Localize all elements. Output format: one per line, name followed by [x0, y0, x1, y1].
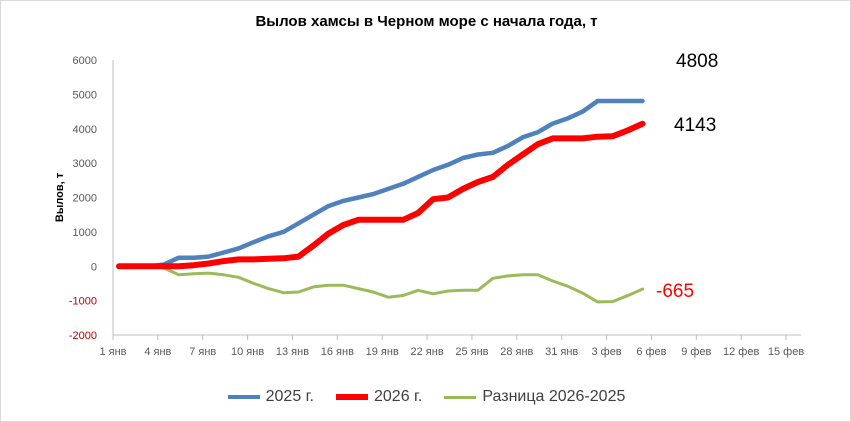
x-tick-label: 7 янв — [189, 346, 216, 358]
y-tick-label: -2000 — [69, 330, 97, 342]
series-line-0 — [116, 98, 645, 269]
x-tick-label: 3 фев — [591, 346, 621, 358]
legend: 2025 г. 2026 г. Разница 2026-2025 — [1, 388, 850, 406]
legend-label-2025: 2025 г. — [265, 388, 314, 405]
x-tick-label: 22 янв — [411, 346, 444, 358]
x-tick-label: 19 янв — [366, 346, 399, 358]
chart-title: Вылов хамсы в Черном море с начала года,… — [255, 13, 598, 30]
legend-swatch-difference — [444, 395, 477, 399]
y-tick-label: 3000 — [73, 158, 97, 170]
x-tick-label: 9 фев — [681, 346, 711, 358]
x-tick-label: 13 янв — [276, 346, 309, 358]
x-tick-label: 31 янв — [545, 346, 578, 358]
x-tick-label: 10 янв — [231, 346, 264, 358]
x-tick-label: 4 янв — [144, 346, 171, 358]
y-tick-label: 6000 — [73, 55, 97, 67]
x-tick-label: 25 янв — [455, 346, 488, 358]
y-tick-label: 2000 — [73, 193, 97, 205]
y-tick-label: 1000 — [73, 227, 97, 239]
x-tick-label: 1 янв — [99, 346, 126, 358]
x-tick-label: 6 фев — [636, 346, 666, 358]
y-tick-label: 0 — [91, 261, 97, 273]
end-value-label: -665 — [656, 281, 694, 302]
series-line-2 — [117, 264, 644, 304]
legend-item-difference: Разница 2026-2025 — [444, 388, 625, 406]
legend-item-2026: 2026 г. — [336, 388, 422, 406]
y-tick-label: -1000 — [69, 296, 97, 308]
y-axis-label: Вылов, т — [54, 172, 66, 222]
x-tick-label: 12 фев — [723, 346, 759, 358]
legend-swatch-2025 — [227, 394, 260, 400]
x-tick-label: 15 фев — [768, 346, 804, 358]
legend-swatch-2026 — [336, 394, 368, 400]
y-tick-label: 4000 — [73, 124, 97, 136]
legend-label-2026: 2026 г. — [374, 388, 423, 405]
y-tick-label: 5000 — [73, 89, 97, 101]
x-tick-label: 28 янв — [500, 346, 533, 358]
legend-item-2025: 2025 г. — [227, 388, 314, 406]
x-tick-label: 16 янв — [321, 346, 354, 358]
end-value-label: 4808 — [676, 51, 718, 72]
series-line-1 — [116, 120, 646, 270]
end-value-label: 4143 — [674, 115, 716, 136]
legend-label-difference: Разница 2026-2025 — [482, 388, 626, 405]
